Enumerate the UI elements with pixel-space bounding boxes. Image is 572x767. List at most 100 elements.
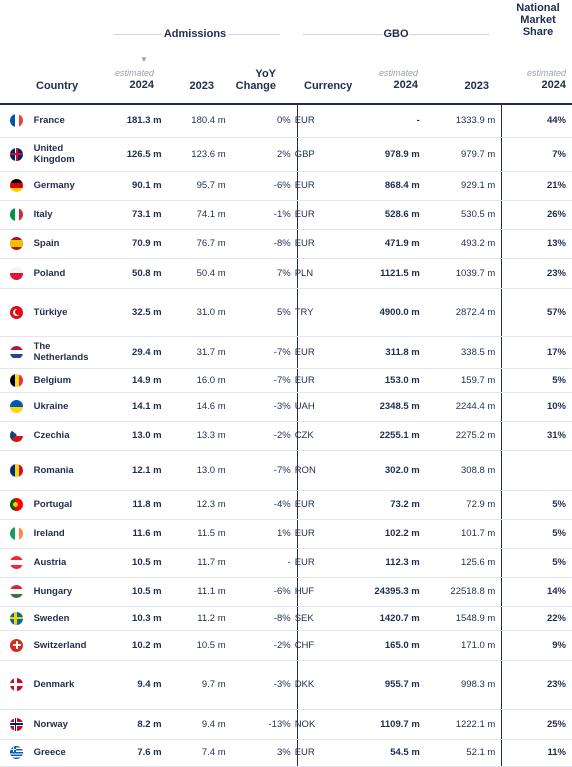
table-row: Hungary 10.5 m 11.1 m -6% HUF 24395.3 m 22518.… <box>0 577 572 607</box>
sort-arrow-icon[interactable]: ▼ <box>140 55 148 64</box>
national-market-share: 57% <box>495 288 572 337</box>
flag-cell <box>0 105 34 138</box>
gbo-2024: 112.3 m <box>357 548 420 578</box>
admissions-2024: 14.9 m <box>96 368 162 393</box>
gbo-2024: 102.2 m <box>357 519 420 549</box>
national-market-share: 23% <box>495 660 572 710</box>
col-admissions-2023[interactable]: 2023 <box>189 80 214 92</box>
flag-cell <box>0 709 34 740</box>
admissions-2024: 11.6 m <box>96 519 162 549</box>
col-admissions-2024[interactable]: estimated 2024 <box>114 68 154 91</box>
flag-cell <box>0 450 34 491</box>
national-market-share: 17% <box>495 336 572 369</box>
admissions-group-label: Admissions <box>163 28 227 40</box>
gbo-2023: 1039.7 m <box>419 258 496 289</box>
admissions-2024: 70.9 m <box>96 229 162 259</box>
country-name: Romania <box>33 450 97 491</box>
table-row: Türkiye 32.5 m 31.0 m 5% TRY 4900.0 m 2872.4 m… <box>0 288 572 337</box>
admissions-2024: 90.1 m <box>96 171 162 201</box>
admissions-2023: 31.7 m <box>161 336 226 369</box>
gbo-2024: 2348.5 m <box>357 392 420 422</box>
col-gbo-2023[interactable]: 2023 <box>464 80 489 92</box>
gbo-2024: 1109.7 m <box>357 709 420 740</box>
country-name: Denmark <box>33 660 97 710</box>
country-name: Czechia <box>33 421 97 451</box>
yoy-change: -13% <box>225 709 291 740</box>
admissions-2023: 13.0 m <box>161 450 226 491</box>
currency-code: CZK <box>290 421 358 451</box>
admissions-2023: 11.2 m <box>161 606 226 631</box>
yoy-change: -4% <box>225 490 291 520</box>
gbo-2023: 979.7 m <box>419 137 496 172</box>
admissions-2024: 8.2 m <box>96 709 162 740</box>
gbo-2023: 929.1 m <box>419 171 496 201</box>
gbo-2023: 493.2 m <box>419 229 496 259</box>
flag-cell <box>0 606 34 631</box>
currency-code: CHF <box>290 630 358 661</box>
admissions-2024: 7.6 m <box>96 739 162 767</box>
yoy-change: 7% <box>225 258 291 289</box>
admissions-2024: 12.1 m <box>96 450 162 491</box>
admissions-2024: 14.1 m <box>96 392 162 422</box>
national-market-share: 5% <box>495 548 572 578</box>
currency-code: EUR <box>290 171 358 201</box>
admissions-rule-right <box>228 34 280 35</box>
country-name: Spain <box>33 229 97 259</box>
gbo-2024: 955.7 m <box>357 660 420 710</box>
admissions-2023: 123.6 m <box>161 137 226 172</box>
flag-cell <box>0 490 34 520</box>
yoy-change: 3% <box>225 739 291 767</box>
table-row: Italy 73.1 m 74.1 m -1% EUR 528.6 m 530.5 m 26% <box>0 200 572 230</box>
admissions-2024: 32.5 m <box>96 288 162 337</box>
country-name: Ireland <box>33 519 97 549</box>
flag-cell <box>0 200 34 230</box>
admissions-2024: 29.4 m <box>96 336 162 369</box>
col-gbo-2024[interactable]: estimated 2024 <box>378 68 418 91</box>
admissions-2023: 9.4 m <box>161 709 226 740</box>
admissions-2023: 11.1 m <box>161 577 226 607</box>
flag-cell <box>0 739 34 767</box>
flag-cell <box>0 548 34 578</box>
sweden-flag-icon <box>10 611 24 625</box>
national-market-share: 13% <box>495 229 572 259</box>
gbo-2024: 153.0 m <box>357 368 420 393</box>
yoy-change: -8% <box>225 229 291 259</box>
col-currency[interactable]: Currency <box>304 80 353 92</box>
yoy-change: -8% <box>225 606 291 631</box>
yoy-change: 0% <box>225 105 291 138</box>
currency-code: TRY <box>290 288 358 337</box>
flag-cell <box>0 288 34 337</box>
gbo-2024: 528.6 m <box>357 200 420 230</box>
table-row: Czechia 13.0 m 13.3 m -2% CZK 2255.1 m 2275.2 … <box>0 421 572 451</box>
national-market-share: 9% <box>495 630 572 661</box>
romania-flag-icon <box>10 463 24 477</box>
gbo-2023: 101.7 m <box>419 519 496 549</box>
czechia-flag-icon <box>10 429 24 442</box>
admissions-rule-left <box>114 34 162 35</box>
gbo-2023: 72.9 m <box>419 490 496 520</box>
national-market-share: 7% <box>495 137 572 172</box>
flag-cell <box>0 258 34 289</box>
flag-cell <box>0 660 34 710</box>
col-yoy[interactable]: YoY Change <box>235 68 276 92</box>
admissions-2024: 9.4 m <box>96 660 162 710</box>
country-name: Ukraine <box>33 392 97 422</box>
currency-code: HUF <box>290 577 358 607</box>
admissions-2023: 7.4 m <box>161 739 226 767</box>
country-name: The Netherlands <box>33 336 97 369</box>
national-market-share: 10% <box>495 392 572 422</box>
yoy-change: -1% <box>225 200 291 230</box>
gbo-2024: 471.9 m <box>357 229 420 259</box>
flag-cell <box>0 229 34 259</box>
flag-cell <box>0 630 34 661</box>
col-nms-2024[interactable]: estimated 2024 <box>526 68 566 91</box>
portugal-flag-icon <box>10 498 24 511</box>
spain-flag-icon <box>10 237 24 250</box>
yoy-change: -6% <box>225 171 291 201</box>
table-row: Romania 12.1 m 13.0 m -7% RON 302.0 m 308.8 m <box>0 450 572 491</box>
col-country[interactable]: Country <box>36 80 79 92</box>
national-market-share: 23% <box>495 258 572 289</box>
table-row: Austria 10.5 m 11.7 m - EUR 112.3 m 125.6 m 5% <box>0 548 572 578</box>
